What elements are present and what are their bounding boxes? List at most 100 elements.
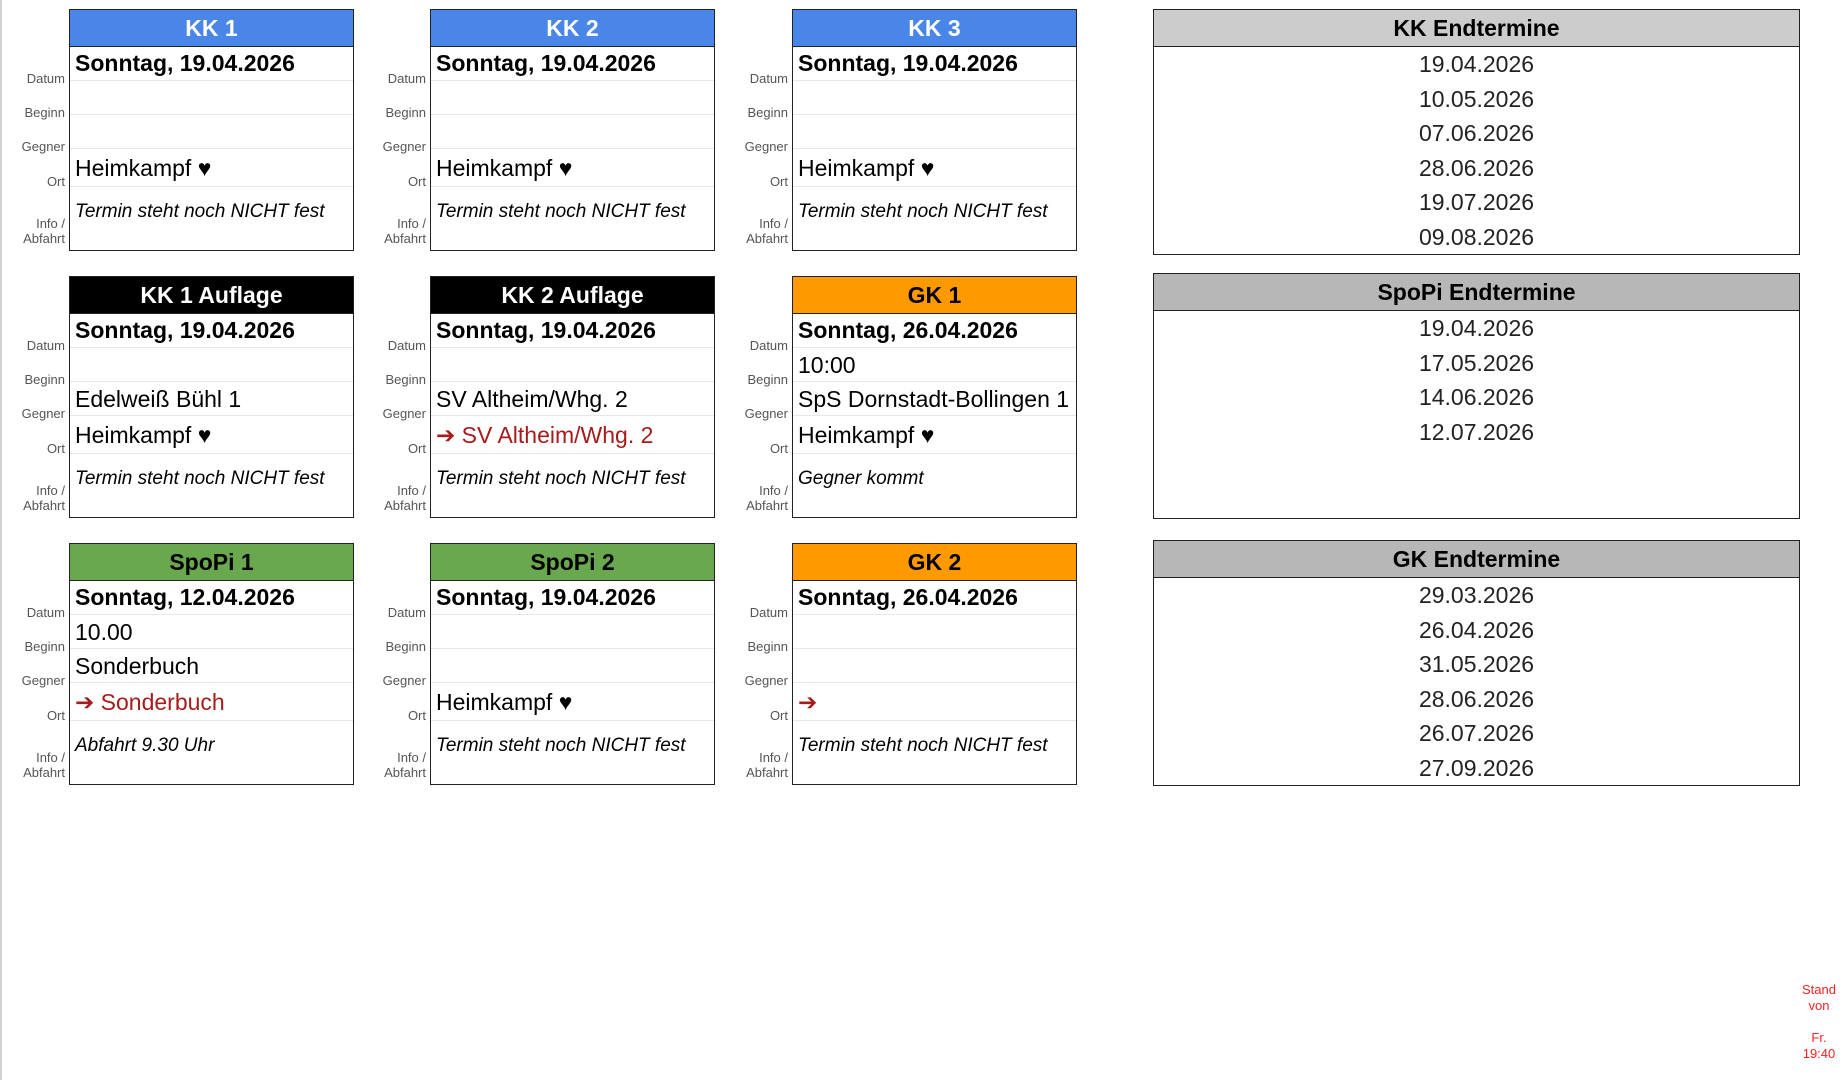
row-labels: Datum Beginn Gegner Ort Info / Abfahrt (364, 9, 426, 251)
info-value: Gegner kommt (798, 468, 924, 489)
label-ort: Ort (407, 441, 426, 456)
beginn-value (431, 615, 714, 649)
row-labels: Datum Beginn Gegner Ort Info / Abfahrt (726, 543, 788, 785)
label-beginn: Beginn (24, 372, 65, 387)
gegner-value (431, 649, 714, 683)
beginn-value (793, 615, 1076, 649)
endtermin-date: 14.06.2026 (1418, 384, 1535, 410)
beginn-value: 10:00 (793, 348, 1076, 382)
label-datum: Datum (749, 605, 788, 620)
row-labels: Datum Beginn Gegner Ort Info / Abfahrt (364, 543, 426, 785)
label-datum: Datum (749, 71, 788, 86)
label-gegner: Gegner (21, 406, 65, 421)
ort-value: Heimkampf ♥ (70, 149, 353, 187)
label-gegner: Gegner (744, 139, 788, 154)
label-datum: Datum (26, 71, 65, 86)
label-info: Info / (397, 750, 426, 765)
info-value: Termin steht noch NICHT fest (436, 201, 686, 222)
endtermine-table: GK Endtermine 29.03.2026 26.04.2026 31.05.2… (1153, 540, 1800, 786)
ort-value: Heimkampf ♥ (431, 149, 714, 187)
label-info: Info / (759, 750, 788, 765)
label-gegner: Gegner (21, 139, 65, 154)
gegner-value (793, 115, 1076, 149)
endtermin-date: 26.04.2026 (1418, 616, 1535, 643)
info-value: Termin steht noch NICHT fest (436, 735, 686, 756)
datum-value: Sonntag, 19.04.2026 (431, 314, 714, 348)
team-title: KK 3 (793, 10, 1076, 47)
info-value: Termin steht noch NICHT fest (75, 468, 325, 489)
label-info: Info / (36, 483, 65, 498)
info-value: Termin steht noch NICHT fest (798, 201, 1048, 222)
label-beginn: Beginn (747, 105, 788, 120)
label-abfahrt: Abfahrt (384, 231, 426, 246)
team-title: SpoPi 2 (431, 544, 714, 581)
label-abfahrt: Abfahrt (746, 498, 788, 513)
stand-label: Stand (1802, 982, 1836, 997)
endtermin-date: 29.03.2026 (1418, 582, 1535, 608)
label-abfahrt: Abfahrt (23, 231, 65, 246)
endtermin-date: 17.05.2026 (1418, 349, 1535, 376)
label-ort: Ort (769, 441, 788, 456)
ort-value: ➔ (793, 683, 1076, 721)
endtermin-date: 12.07.2026 (1418, 418, 1535, 445)
datum-value: Sonntag, 19.04.2026 (793, 47, 1076, 81)
ort-value: Heimkampf ♥ (793, 416, 1076, 454)
gegner-value (70, 115, 353, 149)
beginn-value (70, 348, 353, 382)
von-label: von (1808, 998, 1830, 1013)
label-ort: Ort (46, 441, 65, 456)
endtermine-title: GK Endtermine (1154, 541, 1799, 578)
label-beginn: Beginn (24, 105, 65, 120)
ort-value: ➔ Sonderbuch (70, 683, 353, 721)
team-title: SpoPi 1 (70, 544, 353, 581)
gegner-value: SV Altheim/Whg. 2 (431, 382, 714, 416)
beginn-value (70, 81, 353, 115)
label-beginn: Beginn (747, 372, 788, 387)
endtermin-date: 27.09.2026 (1418, 754, 1535, 781)
team-card: SpoPi 1 Sonntag, 12.04.2026 10.00 Sonderbuc… (69, 543, 354, 785)
label-info: Info / (36, 750, 65, 765)
team-card: KK 2 Auflage Sonntag, 19.04.2026 SV Althei… (430, 276, 715, 518)
ort-value: ➔ SV Altheim/Whg. 2 (431, 416, 714, 454)
team-card: SpoPi 2 Sonntag, 19.04.2026 Heimkampf ♥ Ter… (430, 543, 715, 785)
label-beginn: Beginn (385, 639, 426, 654)
endtermin-date: 19.04.2026 (1418, 315, 1535, 341)
stand-day: Fr. (1811, 1030, 1827, 1045)
endtermin-date: 28.06.2026 (1418, 685, 1535, 712)
beginn-value: 10.00 (70, 615, 353, 649)
label-info: Info / (397, 483, 426, 498)
label-ort: Ort (46, 174, 65, 189)
gegner-value (793, 649, 1076, 683)
endtermin-date: 31.05.2026 (1418, 651, 1535, 677)
info-value: Abfahrt 9.30 Uhr (75, 735, 215, 756)
label-datum: Datum (749, 338, 788, 353)
gegner-value: Sonderbuch (70, 649, 353, 683)
label-datum: Datum (387, 605, 426, 620)
row-labels: Datum Beginn Gegner Ort Info / Abfahrt (3, 276, 65, 518)
datum-value: Sonntag, 26.04.2026 (793, 314, 1076, 348)
label-info: Info / (36, 216, 65, 231)
label-ort: Ort (769, 708, 788, 723)
label-info: Info / (759, 483, 788, 498)
team-title: KK 2 (431, 10, 714, 47)
row-labels: Datum Beginn Gegner Ort Info / Abfahrt (726, 276, 788, 518)
ort-value: Heimkampf ♥ (431, 683, 714, 721)
team-title: GK 1 (793, 277, 1076, 314)
label-datum: Datum (387, 338, 426, 353)
beginn-value (431, 348, 714, 382)
endtermine-table: KK Endtermine 19.04.2026 10.05.2026 07.06.2… (1153, 9, 1800, 255)
ort-value: Heimkampf ♥ (70, 416, 353, 454)
label-ort: Ort (769, 174, 788, 189)
label-ort: Ort (407, 174, 426, 189)
team-card: GK 1 Sonntag, 26.04.2026 10:00 SpS Dornstad… (792, 276, 1077, 518)
label-gegner: Gegner (744, 673, 788, 688)
datum-value: Sonntag, 19.04.2026 (70, 314, 353, 348)
label-gegner: Gegner (382, 406, 426, 421)
info-value: Termin steht noch NICHT fest (75, 201, 325, 222)
label-gegner: Gegner (21, 673, 65, 688)
label-abfahrt: Abfahrt (746, 765, 788, 780)
beginn-value (793, 81, 1076, 115)
label-abfahrt: Abfahrt (746, 231, 788, 246)
label-abfahrt: Abfahrt (23, 498, 65, 513)
endtermin-date: 09.08.2026 (1418, 223, 1535, 250)
